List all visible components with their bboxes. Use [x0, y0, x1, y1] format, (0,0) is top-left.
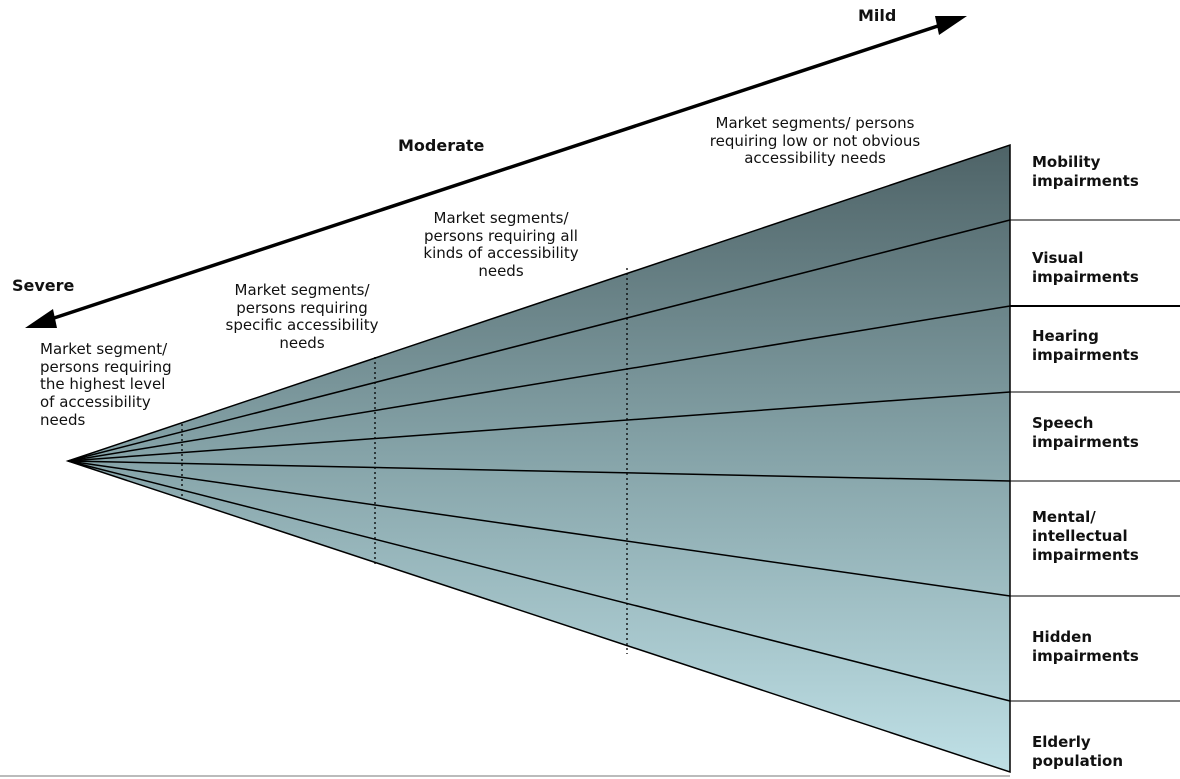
category-visual: Visual impairments: [1032, 249, 1139, 286]
category-mobility: Mobility impairments: [1032, 153, 1139, 190]
funnel-wedge: [65, 143, 1011, 774]
category-speech: Speech impairments: [1032, 414, 1139, 451]
category-elderly: Elderly population: [1032, 733, 1124, 770]
fan-line-elderly: [67, 460, 1011, 702]
arrowhead-mild-icon: [935, 16, 967, 35]
fan-line-mental: [67, 460, 1011, 482]
segment-highest-needs: Market segment/ persons requiring the hi…: [40, 340, 172, 429]
category-hidden: Hidden impairments: [1032, 628, 1139, 665]
fan-line-hearing: [67, 305, 1011, 462]
fan-line-speech: [67, 391, 1011, 462]
arrowhead-severe-icon: [25, 309, 57, 328]
segment-all-needs: Market segments/ persons requiring all k…: [423, 209, 579, 281]
fan-line-visual: [67, 219, 1011, 462]
severe-label: Severe: [12, 276, 75, 295]
moderate-label: Moderate: [398, 136, 485, 155]
category-mental-intellectual: Mental/ intellectual impairments: [1032, 508, 1139, 564]
mild-label: Mild: [858, 6, 897, 25]
segment-specific-needs: Market segments/ persons requiring speci…: [225, 281, 379, 353]
category-hearing: Hearing impairments: [1032, 327, 1139, 364]
segment-low-needs: Market segments/ persons requiring low o…: [709, 114, 921, 168]
fan-line-hidden: [67, 460, 1011, 597]
severity-arrow-shaft: [41, 20, 951, 324]
